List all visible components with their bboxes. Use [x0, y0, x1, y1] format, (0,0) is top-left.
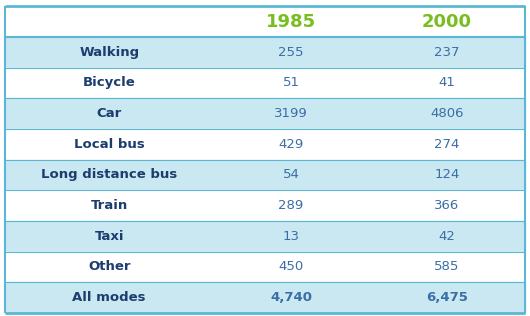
Text: 255: 255: [278, 46, 304, 59]
Text: 3199: 3199: [274, 107, 308, 120]
Text: 2000: 2000: [422, 13, 472, 31]
Text: Bicycle: Bicycle: [83, 76, 136, 89]
Text: 4806: 4806: [430, 107, 464, 120]
Text: 41: 41: [438, 76, 455, 89]
Text: Other: Other: [88, 260, 130, 273]
Text: 124: 124: [434, 168, 460, 181]
Bar: [5, 98, 525, 129]
Text: 274: 274: [434, 138, 460, 151]
Text: 54: 54: [282, 168, 299, 181]
Bar: [5, 68, 525, 98]
Text: 1985: 1985: [266, 13, 316, 31]
Text: 13: 13: [282, 230, 299, 243]
Text: 4,740: 4,740: [270, 291, 312, 304]
Bar: [5, 252, 525, 282]
Bar: [5, 37, 525, 68]
Text: 366: 366: [434, 199, 460, 212]
Bar: [5, 160, 525, 190]
Bar: [5, 221, 525, 252]
Text: Long distance bus: Long distance bus: [41, 168, 178, 181]
Text: Taxi: Taxi: [94, 230, 124, 243]
Text: 237: 237: [434, 46, 460, 59]
Text: 289: 289: [278, 199, 304, 212]
Text: Walking: Walking: [79, 46, 139, 59]
Bar: [5, 282, 525, 313]
Text: 42: 42: [438, 230, 455, 243]
Text: Car: Car: [96, 107, 122, 120]
Bar: [5, 190, 525, 221]
Text: Train: Train: [91, 199, 128, 212]
Text: 51: 51: [282, 76, 299, 89]
Bar: [5, 129, 525, 160]
Text: Local bus: Local bus: [74, 138, 145, 151]
Bar: [5, 6, 525, 37]
Text: 450: 450: [278, 260, 304, 273]
Text: 6,475: 6,475: [426, 291, 468, 304]
Text: 429: 429: [278, 138, 304, 151]
Text: 585: 585: [434, 260, 460, 273]
Text: All modes: All modes: [73, 291, 146, 304]
